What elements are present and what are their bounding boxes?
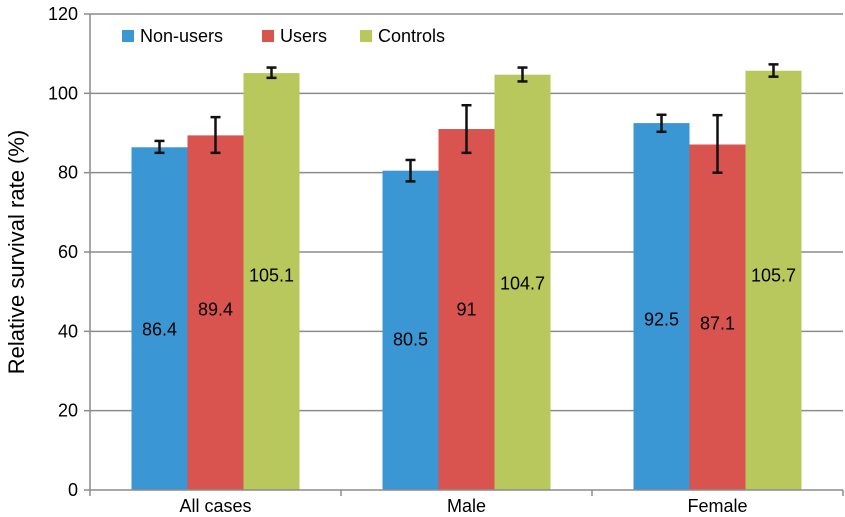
- bar-controls-all-cases: [243, 73, 300, 490]
- legend-swatch-non-users: [122, 30, 134, 42]
- data-label-users-all-cases: 89.4: [198, 299, 233, 319]
- data-label-non-users-male: 80.5: [393, 329, 428, 349]
- axes: 0 20 40 60 80 100 120 Relative survival rate (%…: [4, 4, 844, 516]
- bar-controls-female: [745, 70, 802, 491]
- bar-users-male: [438, 129, 495, 491]
- bar-users-female: [689, 144, 746, 490]
- data-label-non-users-all-cases: 86.4: [142, 319, 177, 339]
- data-label-non-users-female: 92.5: [644, 309, 679, 329]
- bar-controls-male: [494, 74, 551, 490]
- y-tick-label-20: 20: [58, 401, 78, 421]
- data-label-controls-male: 104.7: [500, 274, 545, 294]
- y-tick-label-0: 0: [68, 480, 78, 500]
- y-tick-label-120: 120: [48, 4, 78, 24]
- bar-users-all-cases: [187, 135, 244, 490]
- legend-label-users: Users: [280, 26, 327, 46]
- legend-swatch-controls: [360, 30, 372, 42]
- legend: Non-users Users Controls: [122, 26, 445, 46]
- data-label-controls-all-cases: 105.1: [249, 266, 294, 286]
- category-label-all-cases: All cases: [179, 496, 251, 516]
- y-tick-label-100: 100: [48, 83, 78, 103]
- data-labels: 86.4 89.4 105.1 80.5 91 104.7 92.5 87.1 105.7: [142, 266, 796, 350]
- y-tick-label-80: 80: [58, 163, 78, 183]
- legend-label-non-users: Non-users: [140, 26, 223, 46]
- bar-non-users-female: [633, 123, 690, 490]
- error-bars: [154, 63, 779, 183]
- bars: [131, 70, 802, 491]
- category-label-male: Male: [447, 496, 486, 516]
- data-label-users-male: 91: [456, 299, 476, 319]
- y-tick-label-60: 60: [58, 242, 78, 262]
- bar-non-users-male: [382, 170, 439, 490]
- legend-swatch-users: [262, 30, 274, 42]
- category-label-female: Female: [687, 496, 747, 516]
- data-label-controls-female: 105.7: [751, 266, 796, 286]
- y-tick-label-40: 40: [58, 321, 78, 341]
- data-label-users-female: 87.1: [700, 313, 735, 333]
- legend-label-controls: Controls: [378, 26, 445, 46]
- bar-non-users-all-cases: [131, 147, 188, 490]
- y-axis-title: Relative survival rate (%): [4, 130, 29, 375]
